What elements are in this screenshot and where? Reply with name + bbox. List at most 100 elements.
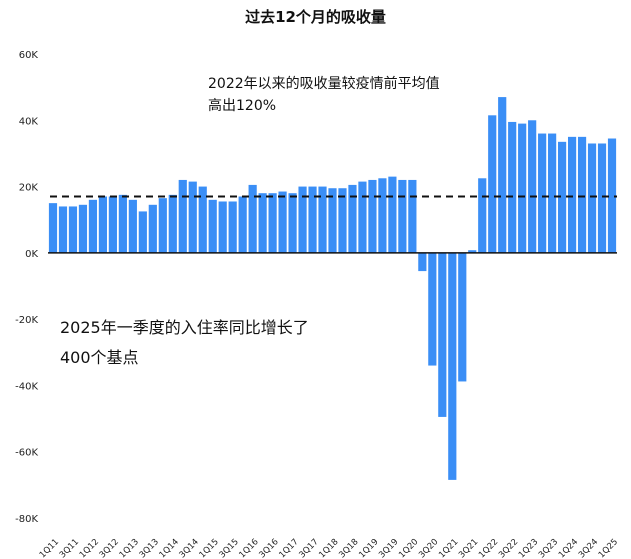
x-tick-label: 1Q24 bbox=[557, 537, 580, 559]
bar-4Q12 bbox=[118, 194, 127, 253]
bar-3Q15 bbox=[228, 201, 237, 253]
bar-4Q22 bbox=[518, 123, 527, 253]
x-tick-label: 1Q14 bbox=[158, 537, 181, 559]
bar-2Q15 bbox=[218, 201, 227, 253]
bar-1Q16 bbox=[248, 184, 257, 253]
annotation-absorption-line2: 高出120% bbox=[208, 97, 277, 114]
annotation-occupancy-line2: 400个基点 bbox=[60, 347, 139, 367]
y-tick-label: 60K bbox=[19, 50, 39, 61]
bar-2Q18 bbox=[338, 188, 347, 253]
bar-1Q23 bbox=[528, 120, 537, 253]
x-tick-label: 1Q20 bbox=[397, 537, 420, 559]
bar-2Q24 bbox=[577, 136, 587, 253]
bar-3Q14 bbox=[188, 181, 197, 253]
x-tick-label: 1Q13 bbox=[118, 537, 141, 559]
x-tick-label: 1Q21 bbox=[437, 537, 460, 559]
chart-title: 过去12个月的吸收量 bbox=[245, 8, 386, 26]
bar-4Q21 bbox=[478, 178, 487, 253]
x-tick-label: 1Q15 bbox=[198, 537, 221, 559]
bar-2Q11 bbox=[58, 206, 68, 253]
annotation-absorption-line1: 2022年以来的吸收量较疫情前平均值 bbox=[208, 76, 440, 92]
annotation-occupancy: 2025年一季度的入住率同比增长了 400个基点 bbox=[60, 313, 309, 372]
x-tick-label: 3Q12 bbox=[98, 537, 121, 559]
x-tick-label: 3Q11 bbox=[58, 537, 81, 559]
bar-4Q13 bbox=[158, 198, 167, 253]
x-tick-label: 3Q20 bbox=[417, 537, 440, 559]
x-tick-label: 3Q23 bbox=[537, 537, 560, 559]
x-tick-label: 3Q18 bbox=[337, 537, 360, 559]
bar-4Q14 bbox=[198, 186, 207, 253]
bar-3Q24 bbox=[587, 143, 597, 253]
y-tick-label: 40K bbox=[19, 116, 39, 127]
x-tick-label: 1Q18 bbox=[317, 537, 340, 559]
annotation-occupancy-line1: 2025年一季度的入住率同比增长了 bbox=[60, 318, 309, 337]
y-tick-label: -80K bbox=[15, 514, 38, 525]
bar-4Q16 bbox=[278, 191, 287, 253]
annotation-absorption: 2022年以来的吸收量较疫情前平均值 高出120% bbox=[208, 74, 440, 117]
bar-1Q17 bbox=[288, 193, 297, 253]
y-tick-label: -40K bbox=[15, 381, 38, 392]
bar-4Q15 bbox=[238, 196, 247, 253]
y-tick-label: -60K bbox=[15, 448, 38, 459]
bar-1Q18 bbox=[328, 188, 337, 253]
x-tick-label: 3Q24 bbox=[577, 537, 600, 559]
x-tick-label: 3Q21 bbox=[457, 537, 480, 559]
bar-1Q21 bbox=[448, 252, 457, 480]
x-tick-label: 1Q23 bbox=[517, 537, 540, 559]
x-tick-label: 1Q12 bbox=[78, 537, 101, 559]
bar-4Q19 bbox=[398, 179, 407, 253]
x-tick-label: 3Q17 bbox=[297, 537, 320, 559]
bar-1Q13 bbox=[128, 199, 137, 253]
bar-4Q23 bbox=[558, 141, 567, 253]
bar-1Q24 bbox=[567, 136, 577, 253]
bar-2Q14 bbox=[178, 179, 187, 253]
bar-3Q12 bbox=[108, 196, 117, 253]
bar-3Q17 bbox=[308, 186, 317, 253]
bar-3Q22 bbox=[508, 121, 517, 253]
x-tick-label: 3Q14 bbox=[178, 537, 201, 559]
x-tick-label: 1Q17 bbox=[277, 537, 300, 559]
bar-3Q19 bbox=[388, 176, 397, 253]
x-tick-label: 1Q16 bbox=[237, 537, 260, 559]
bar-4Q18 bbox=[358, 181, 367, 253]
bar-3Q18 bbox=[348, 184, 357, 253]
bar-2Q12 bbox=[98, 196, 107, 253]
bar-3Q23 bbox=[548, 133, 557, 253]
bar-2Q21 bbox=[458, 252, 467, 382]
bar-3Q11 bbox=[68, 206, 78, 253]
bar-2Q23 bbox=[538, 133, 547, 253]
x-tick-label: 1Q22 bbox=[477, 537, 500, 559]
x-tick-label: 1Q25 bbox=[597, 537, 620, 559]
bar-1Q15 bbox=[208, 199, 217, 253]
bar-1Q14 bbox=[168, 194, 177, 253]
x-tick-label: 1Q11 bbox=[38, 537, 61, 559]
bar-4Q24 bbox=[597, 143, 607, 253]
bar-3Q13 bbox=[148, 204, 157, 253]
x-tick-label: 3Q16 bbox=[257, 537, 280, 559]
bar-4Q17 bbox=[318, 186, 327, 253]
bar-2Q13 bbox=[138, 211, 147, 253]
x-tick-label: 3Q22 bbox=[497, 537, 520, 559]
bar-1Q12 bbox=[88, 199, 98, 253]
x-tick-label: 3Q15 bbox=[218, 537, 241, 559]
bar-1Q20 bbox=[408, 179, 417, 253]
bar-2Q16 bbox=[258, 193, 267, 253]
bar-3Q16 bbox=[268, 193, 277, 253]
bar-1Q19 bbox=[368, 179, 377, 253]
bar-4Q11 bbox=[78, 204, 88, 253]
bar-2Q17 bbox=[298, 186, 307, 253]
bar-2Q20 bbox=[418, 252, 427, 272]
bar-1Q25 bbox=[607, 138, 617, 253]
bar-1Q11 bbox=[48, 203, 58, 253]
bar-1Q22 bbox=[488, 115, 497, 253]
bar-3Q20 bbox=[428, 252, 437, 366]
x-tick-label: 3Q19 bbox=[377, 537, 400, 559]
bar-3Q21 bbox=[468, 250, 477, 253]
bar-2Q22 bbox=[498, 97, 507, 253]
bar-2Q19 bbox=[378, 178, 387, 253]
y-tick-label: 20K bbox=[19, 183, 39, 194]
y-tick-label: -20K bbox=[15, 315, 38, 326]
bar-4Q20 bbox=[438, 252, 447, 417]
x-tick-label: 3Q13 bbox=[138, 537, 161, 559]
